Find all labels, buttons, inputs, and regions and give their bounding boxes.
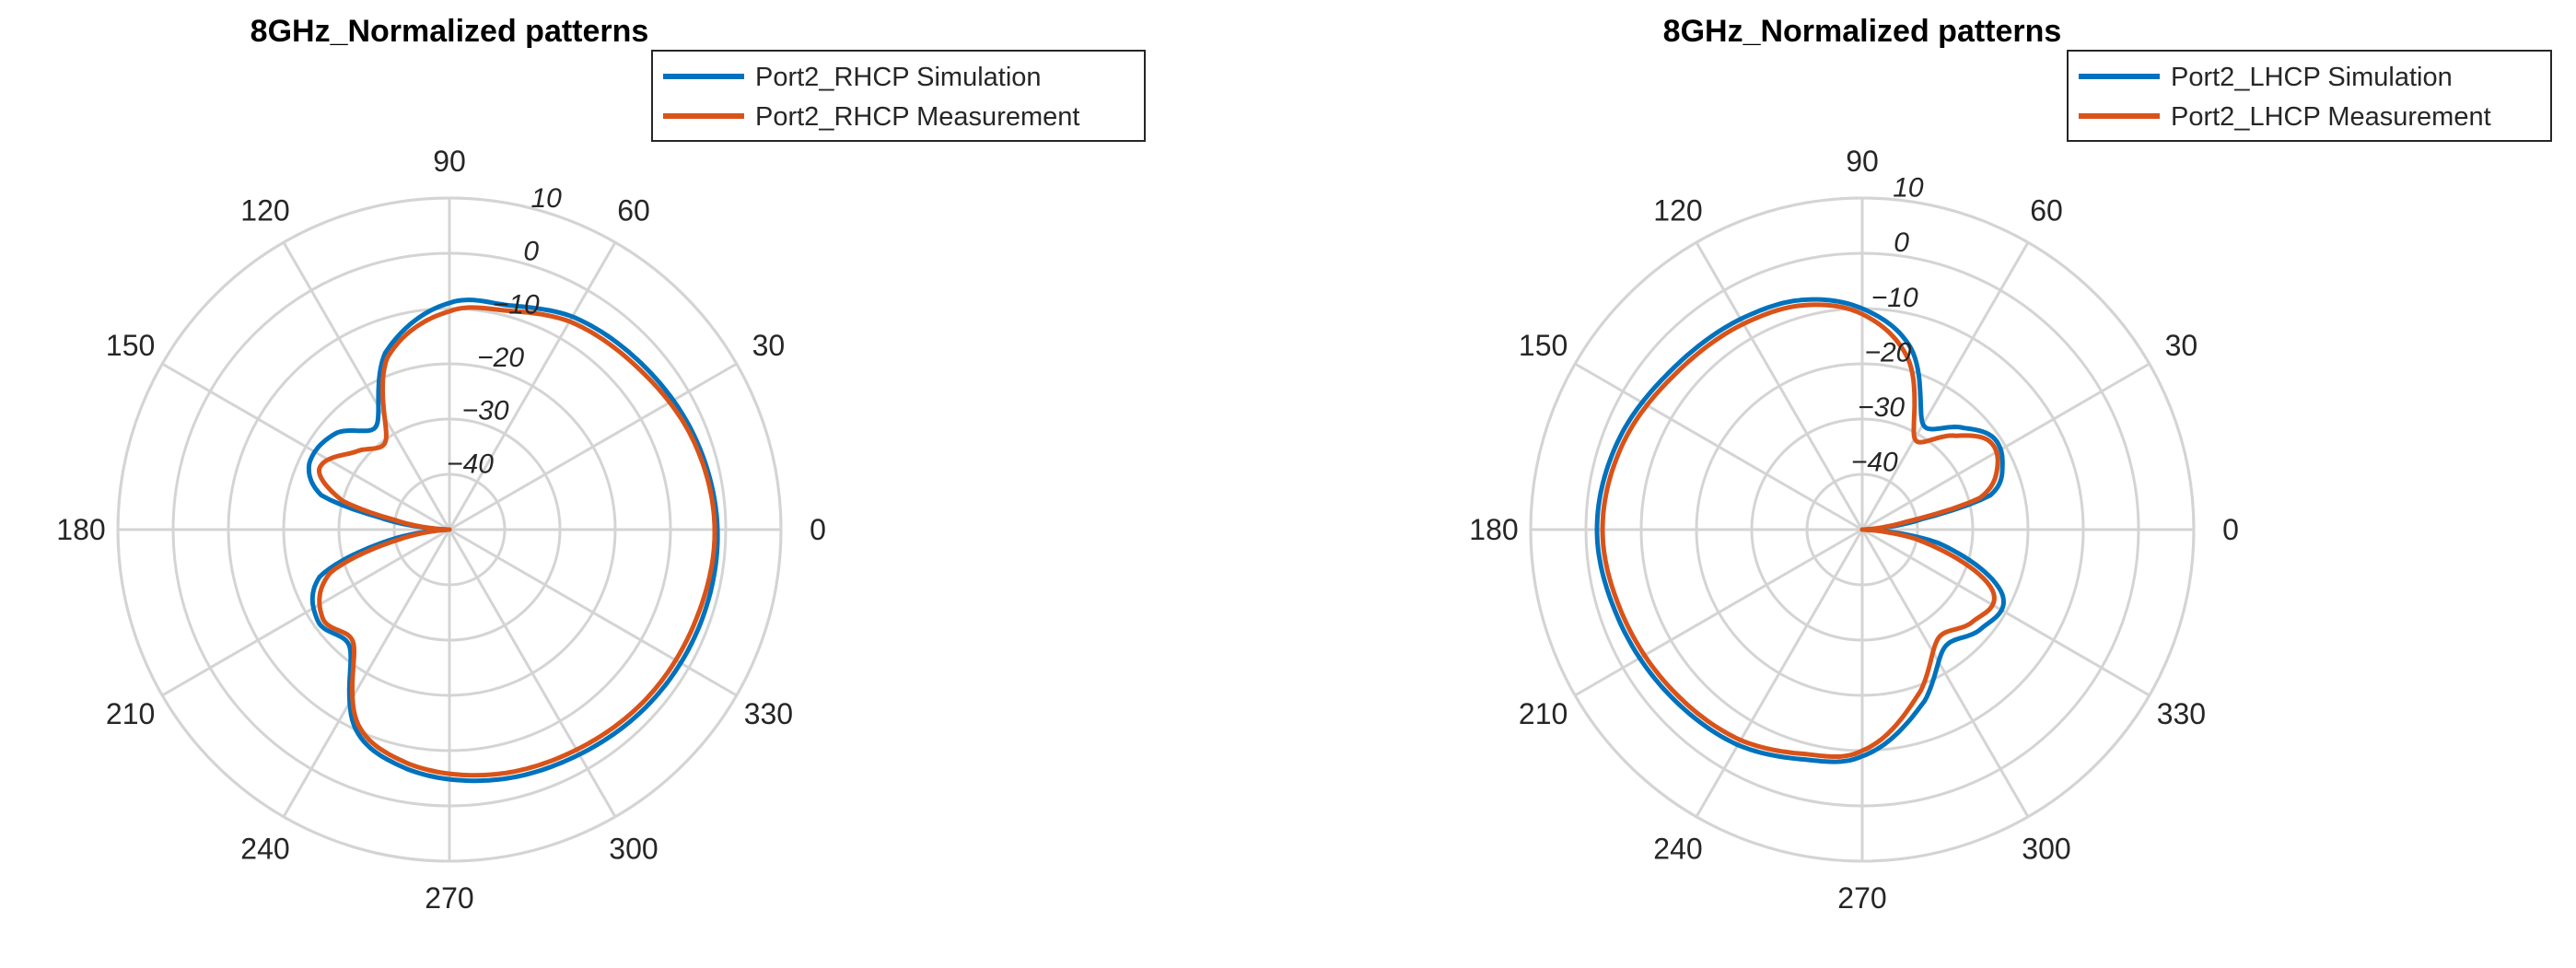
grid-spoke <box>161 528 450 697</box>
grid-spoke <box>449 528 738 697</box>
polar-grid <box>116 196 783 863</box>
angle-tick-label: 270 <box>425 881 473 915</box>
grid-spoke <box>161 362 450 531</box>
legend-box <box>2067 50 2552 142</box>
angle-tick-label: 150 <box>106 329 155 362</box>
radial-tick-label: 10 <box>1893 173 1924 204</box>
grid-spoke <box>1861 362 2151 531</box>
angle-tick-label: 60 <box>617 194 650 227</box>
radial-tick-label: −30 <box>1858 392 1905 423</box>
legend-label: Port2_LHCP Measurement <box>2171 102 2491 132</box>
legend-label: Port2_RHCP Measurement <box>755 102 1079 132</box>
angle-tick-label: 60 <box>2030 194 2063 227</box>
radial-tick-label: −30 <box>462 396 509 426</box>
legend-label: Port2_RHCP Simulation <box>755 63 1042 92</box>
legend: Port2_LHCP Simulation Port2_LHCP Measurem… <box>2067 50 2552 142</box>
chart-title: 8GHz_Normalized patterns <box>1663 14 2062 49</box>
series-group <box>1594 297 2006 764</box>
series-group <box>306 297 720 784</box>
polar-grid <box>1529 196 2196 863</box>
grid-spoke <box>448 241 617 531</box>
grid-spoke <box>448 529 617 818</box>
grid-spoke <box>1860 241 2030 531</box>
tick-labels: 0 30 60 90 120 150 180 210 240 270 300 330 −40 −30 −20… <box>56 145 826 915</box>
legend-label: Port2_LHCP Simulation <box>2171 63 2453 92</box>
radial-tick-label: −20 <box>1864 337 1911 367</box>
angle-tick-label: 210 <box>106 697 155 730</box>
angle-tick-label: 0 <box>810 513 826 546</box>
chart-title: 8GHz_Normalized patterns <box>251 14 649 49</box>
legend-box <box>651 50 1146 142</box>
grid-spoke <box>282 529 451 818</box>
grid-spoke <box>1860 529 2030 818</box>
grid-spoke <box>1861 528 2151 697</box>
angle-tick-label: 150 <box>1519 329 1568 362</box>
angle-tick-label: 120 <box>1653 194 1702 227</box>
angle-tick-label: 90 <box>1846 145 1879 178</box>
angle-tick-label: 30 <box>2165 329 2198 362</box>
polar-chart-left: 8GHz_Normalized patterns 0 30 60 90 120 150 18… <box>56 14 1146 915</box>
angle-tick-label: 210 <box>1519 697 1568 730</box>
radial-tick-label: −20 <box>477 343 524 373</box>
angle-tick-label: 180 <box>1469 513 1518 546</box>
angle-tick-label: 120 <box>240 194 289 227</box>
grid-spoke <box>449 362 738 531</box>
angle-tick-label: 270 <box>1837 881 1886 915</box>
angle-tick-label: 300 <box>2022 832 2070 865</box>
polar-chart-right: 8GHz_Normalized patterns 0 30 60 90 120 150 18… <box>1469 14 2552 915</box>
radial-tick-label: −40 <box>1851 447 1898 477</box>
angle-tick-label: 330 <box>744 697 793 730</box>
grid-spoke <box>1695 529 1864 818</box>
angle-tick-label: 30 <box>752 329 786 362</box>
grid-spoke <box>282 241 451 531</box>
angle-tick-label: 300 <box>609 832 658 865</box>
legend: Port2_RHCP Simulation Port2_RHCP Measurem… <box>651 50 1146 142</box>
radial-tick-label: −10 <box>493 289 540 320</box>
series-line-measurement <box>317 305 717 778</box>
angle-tick-label: 240 <box>1653 832 1702 865</box>
tick-labels: 0 30 60 90 120 150 180 210 240 270 300 330 −40 −30 −20… <box>1469 145 2239 915</box>
radial-tick-label: 0 <box>1894 227 1909 258</box>
radial-tick-label: −10 <box>1871 283 1918 313</box>
angle-tick-label: 240 <box>240 832 289 865</box>
series-line-simulation <box>1594 297 2006 764</box>
radial-tick-label: 10 <box>531 183 563 214</box>
angle-tick-label: 0 <box>2222 513 2239 546</box>
angle-tick-label: 90 <box>433 145 466 178</box>
grid-spoke <box>1574 362 1863 531</box>
angle-tick-label: 180 <box>56 513 105 546</box>
grid-spoke <box>1695 241 1864 531</box>
radial-tick-label: 0 <box>523 237 539 267</box>
series-line-measurement <box>1600 302 2000 759</box>
angle-tick-label: 330 <box>2157 697 2206 730</box>
radial-tick-label: −40 <box>447 449 494 479</box>
grid-spoke <box>1574 528 1863 697</box>
